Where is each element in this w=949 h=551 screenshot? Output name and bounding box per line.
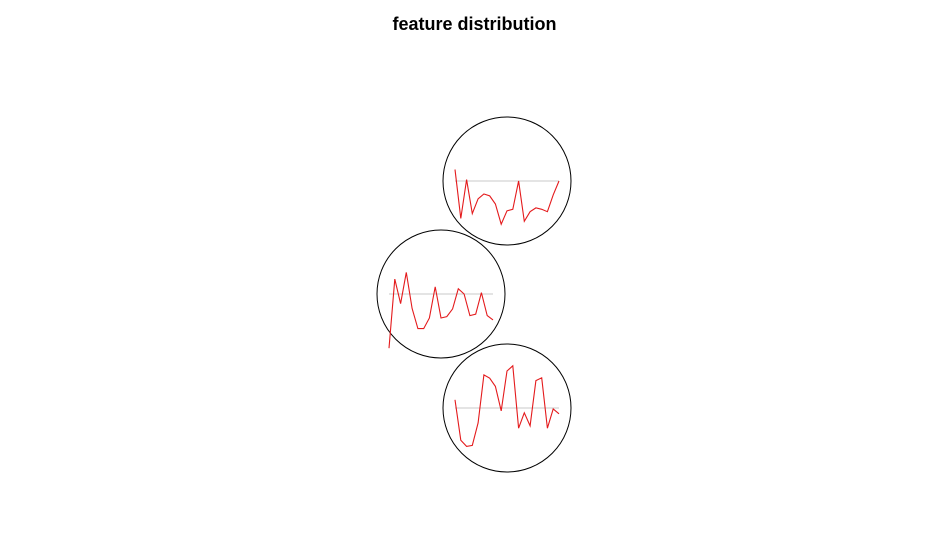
glyph-series-line (454, 169, 560, 226)
glyph-circle (376, 229, 506, 359)
glyph-2 (376, 229, 506, 359)
glyph-3 (442, 343, 572, 473)
glyph-series-line (454, 364, 560, 447)
glyph-circle (442, 343, 572, 473)
glyph-series-line (388, 272, 494, 349)
glyph-circle (442, 116, 572, 246)
glyph-1 (442, 116, 572, 246)
chart-title: feature distribution (392, 14, 557, 34)
